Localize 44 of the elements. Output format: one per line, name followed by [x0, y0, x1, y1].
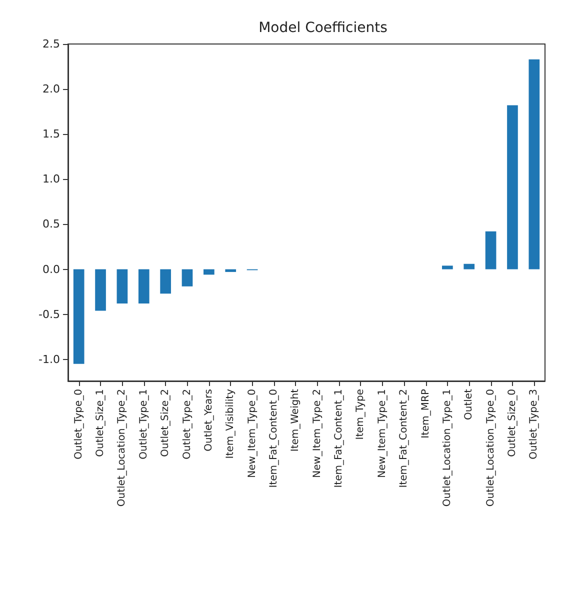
x-tick-label: Outlet_Location_Type_2 — [116, 389, 128, 507]
y-tick-label: 0.0 — [42, 262, 60, 276]
bar — [182, 269, 193, 286]
bar — [116, 269, 128, 304]
bar — [95, 269, 106, 311]
bar — [507, 105, 518, 270]
x-tick-label: Outlet_Type_0 — [73, 389, 84, 460]
x-tick-label: Outlet_Type_1 — [138, 389, 150, 460]
y-tick-label: 1.5 — [42, 128, 60, 141]
bar — [485, 231, 496, 270]
y-tick-label: 1.0 — [42, 172, 60, 186]
y-tick-label: 2.5 — [42, 38, 60, 50]
y-tick-label: -0.5 — [38, 308, 60, 321]
x-tick-label: Outlet_Type_2 — [182, 389, 193, 460]
y-tick-label: -1.0 — [38, 352, 60, 366]
x-tick-label: Outlet_Location_Type_1 — [442, 389, 453, 507]
bar — [73, 269, 84, 364]
bar — [204, 269, 214, 275]
x-tick-label: New_Item_Type_2 — [312, 389, 323, 478]
x-tick-label: New_Item_Type_0 — [246, 389, 258, 478]
y-tick-label: 2.0 — [42, 82, 60, 96]
x-tick-label: Outlet_Size_2 — [160, 389, 172, 457]
x-tick-label: Item_Fat_Content_0 — [268, 389, 280, 488]
bar — [464, 264, 475, 270]
bar — [225, 269, 236, 272]
x-tick-label: Item_Fat_Content_1 — [334, 389, 345, 488]
x-tick-label: Outlet_Type_3 — [528, 389, 540, 460]
x-tick-label: Outlet_Years — [203, 389, 214, 452]
x-tick-label: Item_Type — [355, 389, 366, 440]
bar — [528, 59, 540, 270]
x-tick-label: Outlet_Location_Type_0 — [485, 389, 496, 507]
x-tick-label: Outlet_Size_0 — [506, 389, 518, 457]
bar — [442, 266, 453, 270]
bar — [138, 269, 150, 304]
x-tick-label: Item_Visibility — [225, 388, 236, 459]
bar — [160, 269, 171, 294]
x-tick-label: Item_Weight — [290, 388, 302, 452]
x-tick-label: New_Item_Type_1 — [376, 389, 388, 478]
x-tick-label: Item_MRP — [420, 389, 432, 438]
x-tick-label: Outlet_Size_1 — [95, 389, 106, 457]
chart-title: Model Coefficients — [258, 20, 388, 36]
x-tick-label: Outlet — [464, 388, 475, 420]
y-tick-label: 0.5 — [42, 218, 60, 231]
x-tick-label: Item_Fat_Content_2 — [398, 389, 410, 488]
